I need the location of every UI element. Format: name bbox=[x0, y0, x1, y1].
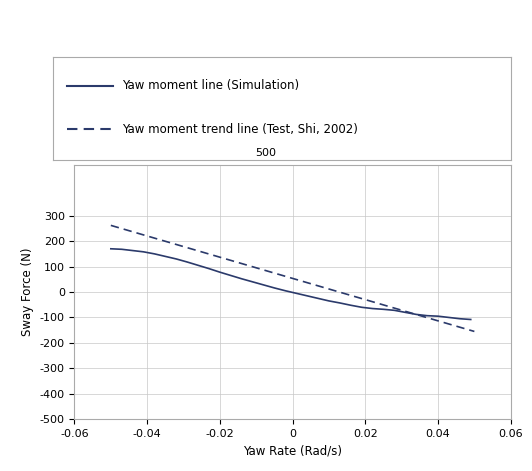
Yaw moment line (Simulation) bbox=[468, 317, 474, 322]
Yaw moment line (Simulation) bbox=[260, 282, 267, 288]
Yaw moment line (Simulation) bbox=[413, 312, 419, 317]
Yaw moment line (Simulation) bbox=[304, 293, 310, 299]
Yaw moment line (Simulation) bbox=[173, 256, 179, 262]
Yaw moment line (Simulation) bbox=[435, 313, 441, 319]
Yaw moment line (Simulation) bbox=[206, 266, 212, 271]
Yaw moment line (Simulation) bbox=[107, 246, 114, 252]
Yaw moment line (Simulation) bbox=[250, 279, 256, 284]
Yaw moment line (Simulation) bbox=[456, 316, 463, 322]
Yaw moment line (Simulation) bbox=[315, 296, 321, 301]
Yaw moment line (Simulation) bbox=[380, 307, 387, 312]
Yaw moment line (Simulation) bbox=[271, 285, 278, 291]
Yaw moment line (Simulation) bbox=[359, 304, 365, 310]
Yaw moment line (Simulation) bbox=[369, 306, 376, 311]
Line: Yaw moment line (Simulation): Yaw moment line (Simulation) bbox=[111, 249, 471, 319]
Yaw moment line (Simulation) bbox=[119, 246, 125, 252]
Yaw moment line (Simulation) bbox=[337, 300, 343, 306]
Yaw moment line (Simulation) bbox=[217, 269, 223, 275]
Yaw moment line (Simulation) bbox=[238, 276, 245, 282]
Yaw moment line (Simulation) bbox=[424, 313, 430, 318]
Text: Yaw moment line (Simulation): Yaw moment line (Simulation) bbox=[122, 79, 299, 92]
Yaw moment line (Simulation) bbox=[140, 249, 147, 255]
Text: 500: 500 bbox=[255, 148, 277, 158]
Yaw moment line (Simulation) bbox=[391, 308, 397, 313]
X-axis label: Yaw Rate (Rad/s): Yaw Rate (Rad/s) bbox=[243, 445, 342, 457]
Yaw moment line (Simulation) bbox=[228, 273, 234, 278]
Yaw moment line (Simulation) bbox=[326, 298, 332, 304]
Yaw moment line (Simulation) bbox=[282, 288, 288, 293]
Yaw moment line (Simulation) bbox=[195, 262, 201, 268]
Yaw moment line (Simulation) bbox=[446, 315, 452, 320]
Yaw moment line (Simulation) bbox=[162, 253, 169, 259]
Text: Yaw moment trend line (Test, Shi, 2002): Yaw moment trend line (Test, Shi, 2002) bbox=[122, 122, 358, 136]
Y-axis label: Sway Force (N): Sway Force (N) bbox=[21, 248, 34, 336]
Yaw moment line (Simulation) bbox=[184, 259, 190, 265]
Yaw moment line (Simulation) bbox=[151, 251, 157, 257]
Yaw moment line (Simulation) bbox=[293, 291, 300, 296]
Yaw moment line (Simulation) bbox=[402, 309, 409, 315]
Yaw moment line (Simulation) bbox=[129, 248, 136, 253]
Yaw moment line (Simulation) bbox=[347, 302, 354, 308]
